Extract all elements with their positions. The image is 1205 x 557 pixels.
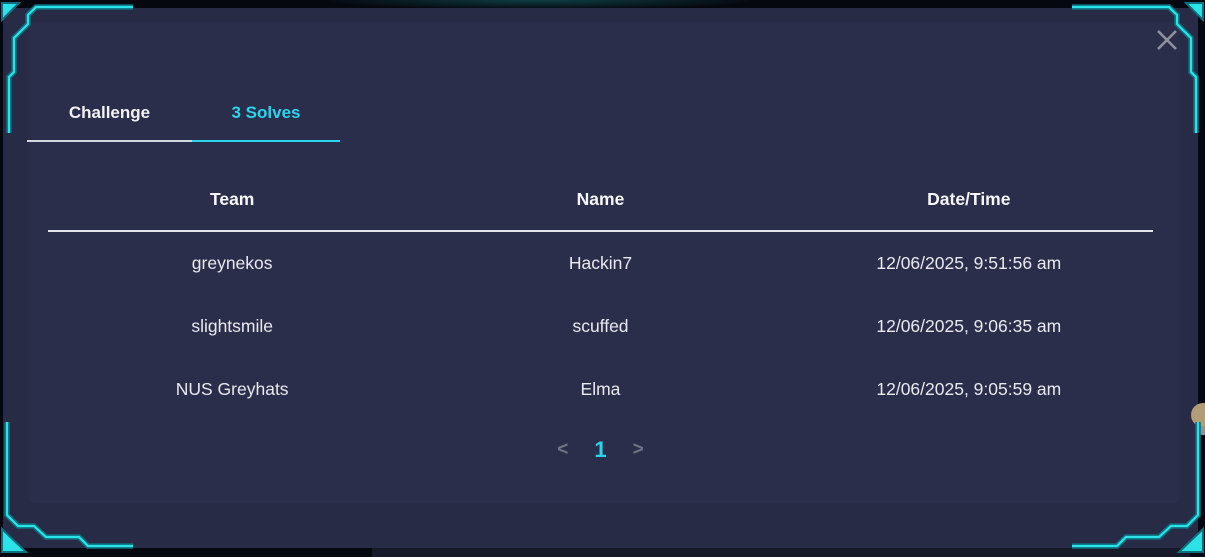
- column-header-team: Team: [209, 188, 255, 209]
- background-button-partial: [1191, 403, 1205, 427]
- modal-inner-panel: [28, 22, 1180, 503]
- column-header-name: Name: [576, 188, 625, 209]
- datetime-cell: 12/06/2025, 9:51:56 am: [876, 253, 1062, 273]
- pagination-prev-button[interactable]: <: [551, 439, 574, 461]
- background-page-strip: [372, 548, 1190, 557]
- tab-challenge[interactable]: Challenge: [27, 86, 192, 142]
- pagination: < 1 >: [48, 433, 1153, 467]
- team-cell: slightsmile: [191, 316, 274, 336]
- close-icon: [1157, 30, 1177, 50]
- column-header-datetime: Date/Time: [927, 188, 1011, 209]
- modal-tab-bar: Challenge 3 Solves: [27, 86, 340, 142]
- solves-table-header-row: Team Name Date/Time: [48, 168, 1153, 232]
- solves-table: Team Name Date/Time greynekos Hackin7 12…: [48, 168, 1153, 421]
- tab-solves[interactable]: 3 Solves: [192, 86, 340, 142]
- datetime-cell: 12/06/2025, 9:05:59 am: [876, 379, 1062, 399]
- challenge-solves-modal: [3, 8, 1198, 548]
- pagination-next-button[interactable]: >: [627, 439, 650, 461]
- team-cell: NUS Greyhats: [175, 379, 289, 399]
- table-row: NUS Greyhats Elma 12/06/2025, 9:05:59 am: [48, 358, 1153, 421]
- team-cell: greynekos: [191, 253, 273, 273]
- name-cell: scuffed: [572, 316, 629, 336]
- datetime-cell: 12/06/2025, 9:06:35 am: [876, 316, 1062, 336]
- pagination-current-page[interactable]: 1: [594, 437, 607, 462]
- background-button-partial-2: [1199, 426, 1205, 435]
- table-row: greynekos Hackin7 12/06/2025, 9:51:56 am: [48, 232, 1153, 295]
- name-cell: Hackin7: [568, 253, 633, 273]
- background-glow: [330, 0, 750, 9]
- close-button[interactable]: [1151, 24, 1183, 56]
- table-row: slightsmile scuffed 12/06/2025, 9:06:35 …: [48, 295, 1153, 358]
- name-cell: Elma: [580, 379, 621, 399]
